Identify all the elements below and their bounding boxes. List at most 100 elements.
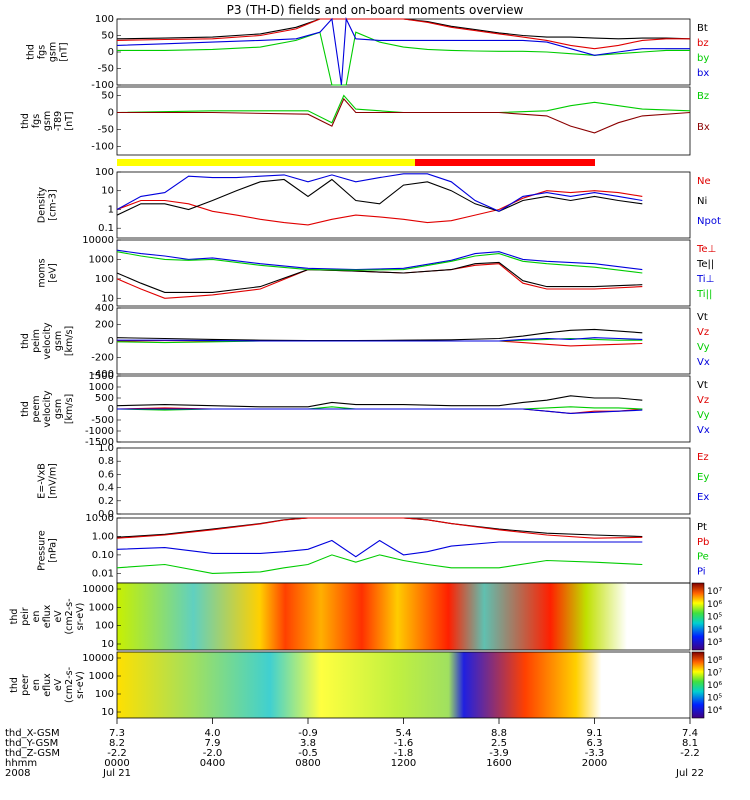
y-axis-label: gsm: [53, 399, 64, 419]
y-axis-label: fgs: [31, 114, 42, 128]
legend-entry: Ti⊥: [696, 274, 714, 285]
colorbar: [691, 582, 705, 651]
y-tick-label: 10: [101, 293, 114, 304]
y-axis-label: [km/s]: [64, 394, 75, 424]
status-bar-red: [415, 159, 595, 166]
y-tick-label: 0: [108, 108, 114, 119]
colorbar-tick-label: 10⁶: [707, 681, 722, 691]
spectrogram-image: [117, 652, 627, 718]
status-bar: [117, 159, 595, 166]
y-axis-label: [km/s]: [64, 326, 75, 356]
series-line-Pt: [116, 517, 643, 538]
y-tick-label: 1000: [89, 602, 114, 613]
ephemeris-value: 8.1: [682, 738, 698, 749]
y-axis-label: moms: [37, 258, 48, 287]
date-label: Jul 21: [102, 768, 131, 779]
legend-entry: Te||: [696, 259, 714, 270]
legend-entry: Vy: [697, 342, 710, 353]
y-tick-label: -50: [98, 64, 114, 75]
colorbar-tick-label: 10⁸: [707, 656, 722, 666]
y-tick-label: 1500: [89, 371, 114, 382]
colorbar: [691, 651, 705, 719]
y-axis-label: gsm: [42, 111, 53, 131]
y-axis-label: [eV]: [48, 263, 59, 283]
series-line-Bz: [116, 94, 691, 124]
y-axis-label: [nPa]: [48, 538, 59, 563]
y-tick-label: -1500: [85, 437, 114, 448]
bottom-axis-labels: thd_X-GSMthd_Y-GSMthd_Z-GSMhhmm20087.38.…: [5, 718, 704, 779]
panel-3: 100 10 1 0.1 Density [cm-3] Ne Ni Npot: [37, 167, 721, 239]
hhmm-tick-label: 0800: [295, 758, 320, 769]
legend-entry: Te⊥: [696, 244, 716, 255]
legend-entry: bz: [697, 38, 709, 49]
y-axis-label: [nT]: [59, 42, 70, 61]
y-axis-label: Pressure: [37, 530, 48, 571]
y-axis-label: eflux: [42, 673, 53, 697]
y-tick-label: -100: [91, 142, 114, 153]
panel-4: 10000 1000 100 10 moms [eV] Te⊥ Te|| Ti⊥ Ti||: [37, 235, 716, 307]
y-tick-label: -100: [91, 80, 114, 91]
y-axis-label: thd: [20, 401, 31, 417]
y-axis-label: peim: [31, 329, 42, 353]
hhmm-tick-label: 1600: [486, 758, 511, 769]
ephemeris-row-label: 2008: [5, 768, 30, 779]
y-tick-label: 0.1: [98, 223, 114, 234]
ephemeris-value: 5.4: [396, 728, 412, 739]
legend-entry: Vx: [697, 357, 710, 368]
spectrogram-image: [117, 583, 627, 650]
y-tick-label: 100: [95, 14, 114, 25]
legend-entry: Vt: [697, 380, 708, 391]
y-tick-label: 0: [108, 404, 114, 415]
panel-10: 10⁸ 10⁷ 10⁶ 10⁵ 10⁴ 10000 1000 100 10 thd peer en ef…: [9, 651, 722, 719]
y-axis-label: peer: [20, 674, 31, 696]
series-line-Vx: [117, 337, 643, 342]
hhmm-tick-label: 1200: [391, 758, 416, 769]
panel-frame: [116, 517, 691, 584]
y-axis-label: thd: [9, 677, 20, 693]
y-axis-label: eflux: [42, 604, 53, 628]
y-axis-label: fgs: [37, 45, 48, 59]
colorbar-tick-label: 10⁷: [707, 669, 722, 679]
panel-5: 400 200 0 -200 -400 thd peim velocity gsm [km/s] V…: [20, 303, 710, 380]
y-tick-label: 0: [108, 47, 114, 58]
y-tick-label: 0.6: [98, 469, 114, 480]
ephemeris-value: -3.3: [585, 748, 605, 759]
y-tick-label: 10: [101, 707, 114, 718]
y-tick-label: 100: [95, 167, 114, 178]
legend-entry: Pb: [697, 537, 709, 548]
ephemeris-value: 6.3: [587, 738, 603, 749]
ephemeris-row-label: hhmm: [5, 758, 37, 769]
legend-entry: bx: [697, 68, 709, 79]
y-tick-label: 50: [101, 31, 114, 42]
ephemeris-row-label: thd_Y-GSM: [5, 738, 58, 749]
y-axis-label: velocity: [42, 322, 53, 360]
colorbar-tick-label: 10⁶: [707, 600, 722, 610]
y-axis-label: gsm: [48, 42, 59, 62]
ephemeris-value: -2.2: [107, 748, 127, 759]
ephemeris-row-label: thd_X-GSM: [5, 728, 60, 739]
y-tick-label: 0.4: [98, 483, 114, 494]
ephemeris-value: 3.8: [300, 738, 316, 749]
y-tick-label: 1000: [89, 671, 114, 682]
legend-entry: Ez: [697, 452, 709, 463]
legend-entry: Bz: [697, 91, 709, 102]
y-axis-label: thd: [20, 333, 31, 349]
y-axis-label: peem: [31, 396, 42, 423]
y-tick-label: 0.10: [92, 550, 114, 561]
series-line-Ni: [116, 178, 643, 216]
panel-1: 100 50 0 -50 -100 thd fgs gsm [nT] Bt bz by bx: [26, 14, 710, 91]
series-line-Vt: [116, 395, 643, 408]
series-line-Ne: [116, 190, 643, 226]
y-tick-label: 400: [95, 303, 114, 314]
panel-frame: [116, 18, 691, 86]
colorbar-tick-label: 10⁴: [707, 706, 722, 716]
y-tick-label: 1.00: [92, 531, 114, 542]
y-tick-label: -200: [91, 353, 114, 364]
panel-9: 10⁷ 10⁶ 10⁵ 10⁴ 10³ 10000 1000 100 10 thd peir en ef…: [9, 582, 722, 651]
series-line-Pe: [116, 554, 643, 574]
ephemeris-value: 2.5: [491, 738, 507, 749]
y-tick-label: -1000: [85, 426, 114, 437]
ephemeris-value: -1.6: [394, 738, 414, 749]
y-tick-label: 200: [95, 320, 114, 331]
